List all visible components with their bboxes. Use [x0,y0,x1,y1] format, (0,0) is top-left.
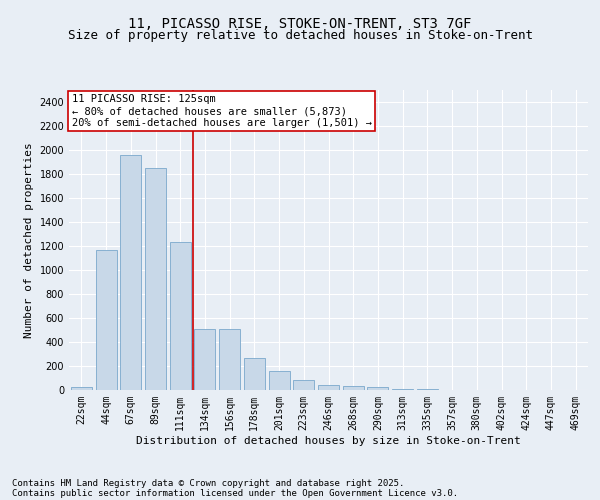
Text: Contains public sector information licensed under the Open Government Licence v3: Contains public sector information licen… [12,488,458,498]
Text: 11 PICASSO RISE: 125sqm
← 80% of detached houses are smaller (5,873)
20% of semi: 11 PICASSO RISE: 125sqm ← 80% of detache… [71,94,371,128]
Bar [120,155,141,390]
Bar [219,329,240,390]
Text: 11, PICASSO RISE, STOKE-ON-TRENT, ST3 7GF: 11, PICASSO RISE, STOKE-ON-TRENT, ST3 7G… [128,18,472,32]
Bar [244,358,265,390]
Bar [145,168,166,390]
Y-axis label: Number of detached properties: Number of detached properties [24,142,34,338]
Bar [95,250,116,390]
Text: Size of property relative to detached houses in Stoke-on-Trent: Size of property relative to detached ho… [67,29,533,42]
Bar [71,387,92,390]
Bar [318,385,339,390]
Bar [269,372,290,390]
X-axis label: Distribution of detached houses by size in Stoke-on-Trent: Distribution of detached houses by size … [136,436,521,446]
Bar [194,329,215,390]
Text: Contains HM Land Registry data © Crown copyright and database right 2025.: Contains HM Land Registry data © Crown c… [12,478,404,488]
Bar [367,386,388,390]
Bar [392,389,413,390]
Bar [293,380,314,390]
Bar [343,386,364,390]
Bar [170,242,191,390]
